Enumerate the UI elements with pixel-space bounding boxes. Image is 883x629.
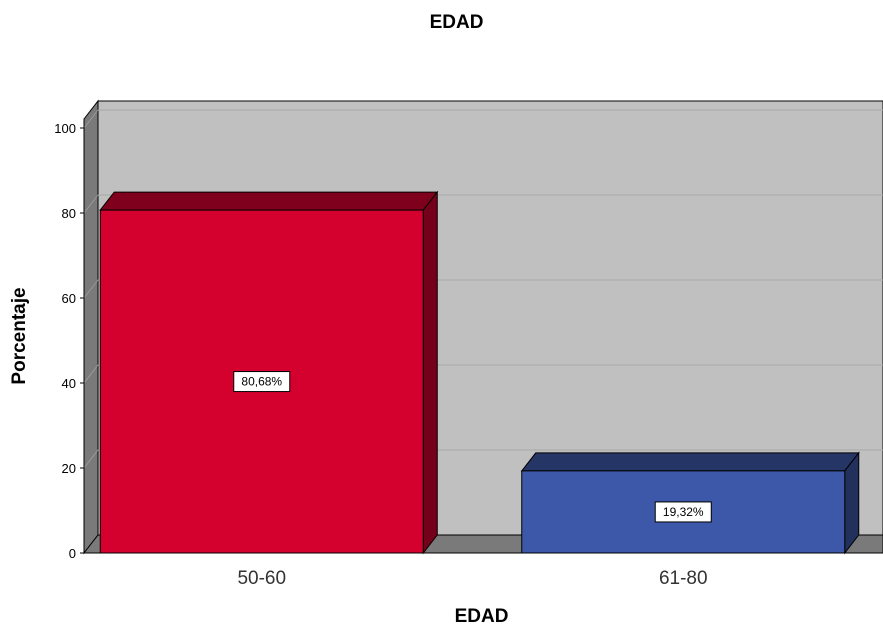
data-label: 80,68% bbox=[241, 375, 282, 389]
chart-title: EDAD bbox=[429, 12, 484, 33]
y-tick-label: 0 bbox=[69, 546, 76, 561]
bar-top bbox=[99, 191, 439, 211]
category-labels: 50-60 61-80 bbox=[237, 568, 707, 589]
data-label-box bbox=[654, 501, 712, 523]
grid-line-side bbox=[83, 109, 99, 129]
bars: 80,68% 19,32% bbox=[99, 190, 860, 555]
x-tick-label: 50-60 bbox=[237, 568, 286, 589]
bar-top bbox=[520, 452, 860, 472]
data-label-box bbox=[233, 371, 291, 393]
grid-line-side bbox=[83, 449, 99, 469]
data-label: 19,32% bbox=[663, 505, 704, 519]
y-tick-label: 20 bbox=[62, 461, 76, 476]
y-axis: 0 20 40 60 80 100 bbox=[54, 119, 85, 561]
plot-side-wall bbox=[83, 99, 99, 555]
y-tick-label: 60 bbox=[62, 291, 76, 306]
y-tick-label: 40 bbox=[62, 376, 76, 391]
grid-line-side bbox=[83, 364, 99, 384]
grid-line-side bbox=[83, 279, 99, 299]
y-tick-label: 80 bbox=[62, 206, 76, 221]
bar-side bbox=[422, 190, 438, 555]
bar-side bbox=[844, 451, 860, 555]
grid-line-side bbox=[83, 194, 99, 214]
bar-61-80: 19,32% bbox=[520, 451, 860, 555]
x-tick-label: 61-80 bbox=[659, 568, 708, 589]
bar-front bbox=[521, 470, 846, 554]
y-tick-label: 100 bbox=[54, 121, 76, 136]
x-axis-title: EDAD bbox=[454, 606, 509, 627]
bar-50-60: 80,68% bbox=[99, 190, 439, 555]
